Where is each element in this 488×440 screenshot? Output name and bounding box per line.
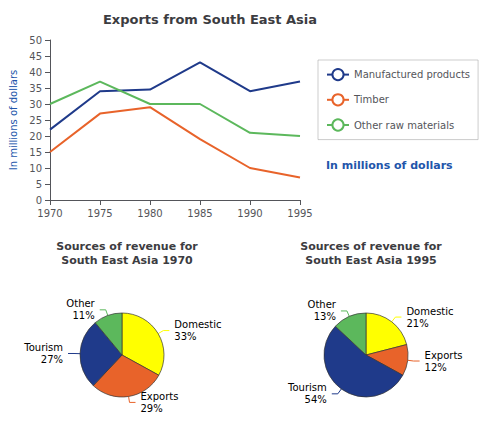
svg-text:1980: 1980	[137, 208, 162, 219]
svg-text:Sources of revenue for: Sources of revenue for	[300, 240, 442, 253]
svg-text:30: 30	[29, 99, 42, 110]
svg-text:Other: Other	[308, 299, 337, 310]
svg-text:Timber: Timber	[353, 94, 390, 105]
svg-text:Tourism: Tourism	[23, 342, 63, 353]
svg-text:1995: 1995	[287, 208, 312, 219]
svg-text:0: 0	[36, 195, 42, 206]
svg-text:1985: 1985	[187, 208, 212, 219]
svg-text:Other: Other	[66, 298, 95, 309]
svg-text:12%: 12%	[425, 362, 447, 373]
svg-text:South East Asia 1970: South East Asia 1970	[61, 254, 193, 267]
svg-text:In millions of dollars: In millions of dollars	[326, 159, 453, 172]
svg-text:21%: 21%	[406, 318, 428, 329]
svg-text:40: 40	[29, 67, 42, 78]
svg-text:Domestic: Domestic	[406, 306, 453, 317]
svg-text:35: 35	[29, 83, 42, 94]
svg-text:Tourism: Tourism	[287, 382, 327, 393]
svg-text:33%: 33%	[174, 331, 196, 342]
svg-text:15: 15	[29, 147, 42, 158]
svg-text:50: 50	[29, 35, 42, 46]
svg-text:29%: 29%	[141, 403, 163, 414]
svg-text:Domestic: Domestic	[174, 319, 221, 330]
svg-text:13%: 13%	[314, 311, 336, 322]
svg-text:5: 5	[36, 179, 42, 190]
svg-text:27%: 27%	[41, 354, 63, 365]
svg-text:54%: 54%	[305, 394, 327, 405]
svg-text:Sources of revenue for: Sources of revenue for	[56, 240, 198, 253]
svg-text:20: 20	[29, 131, 42, 142]
svg-text:Other raw materials: Other raw materials	[354, 120, 454, 131]
svg-text:45: 45	[29, 51, 42, 62]
svg-text:Exports: Exports	[141, 391, 179, 402]
svg-text:1970: 1970	[37, 208, 62, 219]
svg-text:Exports: Exports	[425, 350, 463, 361]
svg-text:Manufactured products: Manufactured products	[354, 69, 470, 80]
svg-text:In millions of dollars: In millions of dollars	[8, 70, 19, 170]
svg-text:25: 25	[29, 115, 42, 126]
svg-text:Exports from South East Asia: Exports from South East Asia	[103, 12, 317, 27]
svg-text:South East Asia 1995: South East Asia 1995	[305, 254, 437, 267]
svg-text:1975: 1975	[87, 208, 112, 219]
svg-text:11%: 11%	[73, 310, 95, 321]
svg-text:10: 10	[29, 163, 42, 174]
svg-text:1990: 1990	[237, 208, 262, 219]
